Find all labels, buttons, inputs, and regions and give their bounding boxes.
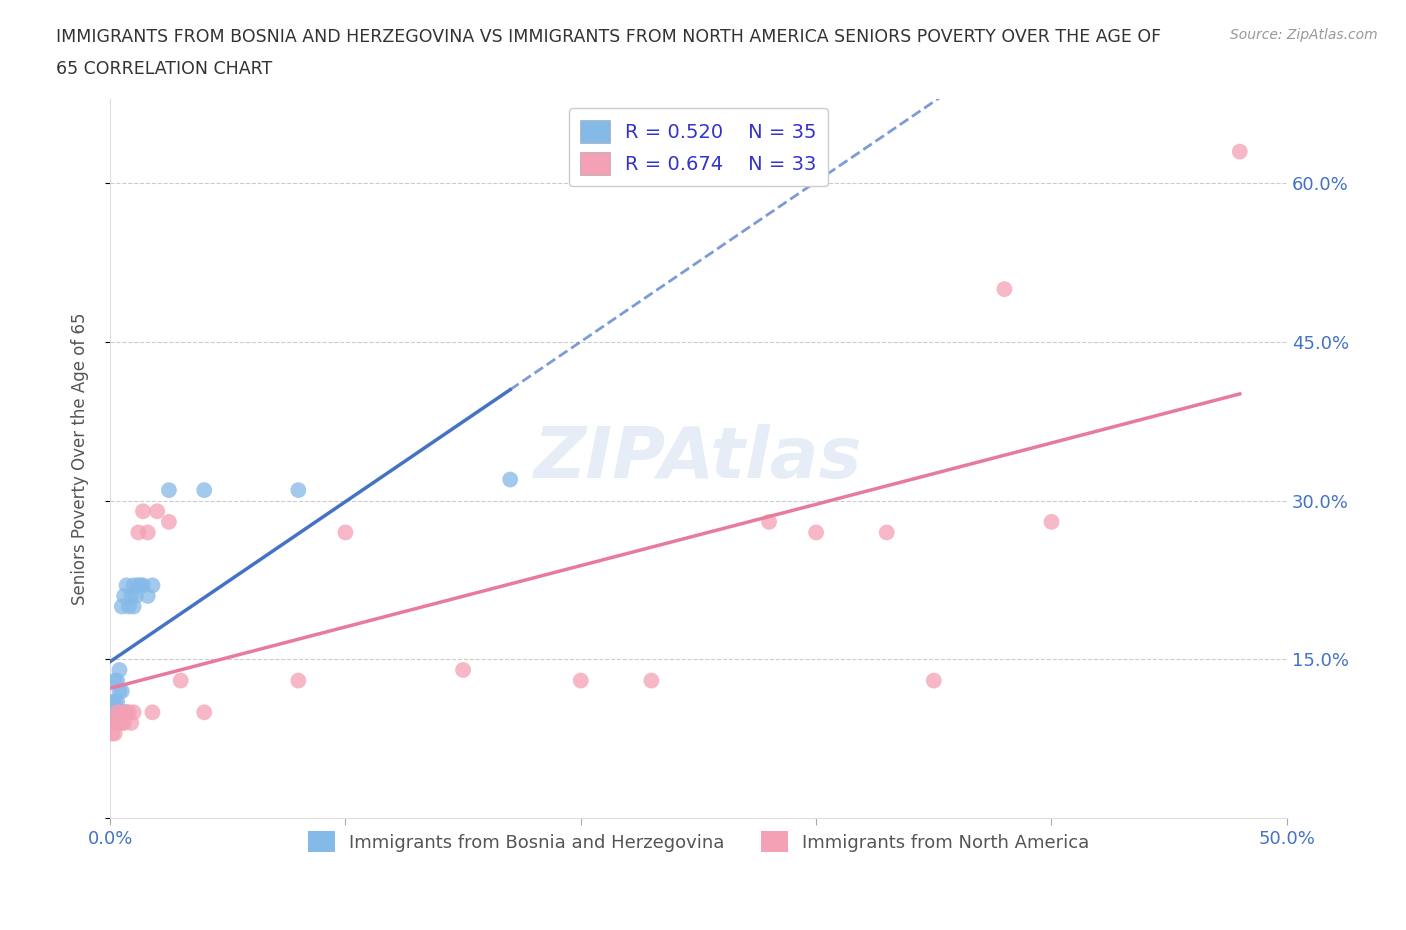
Point [108,684,131,698]
Point [170,673,193,688]
Point [112,705,135,720]
Legend: Immigrants from Bosnia and Herzegovina, Immigrants from North America: Immigrants from Bosnia and Herzegovina, … [301,824,1097,859]
Point [451,662,474,677]
Point [569,673,592,688]
Point [108,662,131,677]
Point [640,673,662,688]
Point [120,589,142,604]
Point [108,705,131,720]
Point [115,705,138,720]
Point [118,599,141,614]
Point [132,504,155,519]
Point [105,673,128,688]
Point [136,525,159,540]
Point [1040,514,1063,529]
Point [101,726,124,741]
Point [125,589,148,604]
Point [993,282,1015,297]
Point [129,578,152,592]
Point [804,525,827,540]
Point [101,715,124,730]
Point [141,705,163,720]
Point [141,578,163,592]
Point [111,599,134,614]
Point [111,705,134,720]
Point [112,589,135,604]
Point [120,715,142,730]
Point [108,705,131,720]
Point [922,673,945,688]
Point [146,504,169,519]
Point [127,525,149,540]
Text: 65 CORRELATION CHART: 65 CORRELATION CHART [56,60,273,78]
Point [104,726,127,741]
Point [122,578,145,592]
Point [335,525,357,540]
Point [105,705,128,720]
Point [105,715,128,730]
Point [105,695,128,710]
Point [127,578,149,592]
Point [876,525,898,540]
Point [104,715,127,730]
Point [104,695,127,710]
Point [104,715,127,730]
Point [287,483,309,498]
Point [132,578,155,592]
Point [1229,144,1251,159]
Y-axis label: Seniors Poverty Over the Age of 65: Seniors Poverty Over the Age of 65 [72,312,89,604]
Point [101,705,124,720]
Point [136,589,159,604]
Point [115,705,138,720]
Text: ZIPAtlas: ZIPAtlas [534,424,863,493]
Point [157,483,180,498]
Point [287,673,309,688]
Point [193,483,215,498]
Point [105,705,128,720]
Point [499,472,522,487]
Point [111,715,134,730]
Point [758,514,780,529]
Point [122,599,145,614]
Point [122,705,145,720]
Point [115,578,138,592]
Text: IMMIGRANTS FROM BOSNIA AND HERZEGOVINA VS IMMIGRANTS FROM NORTH AMERICA SENIORS : IMMIGRANTS FROM BOSNIA AND HERZEGOVINA V… [56,28,1161,46]
Point [111,684,134,698]
Point [112,715,135,730]
Text: Source: ZipAtlas.com: Source: ZipAtlas.com [1230,28,1378,42]
Point [101,695,124,710]
Point [108,715,131,730]
Point [104,673,127,688]
Point [157,514,180,529]
Point [104,705,127,720]
Point [193,705,215,720]
Point [118,705,141,720]
Point [105,715,128,730]
